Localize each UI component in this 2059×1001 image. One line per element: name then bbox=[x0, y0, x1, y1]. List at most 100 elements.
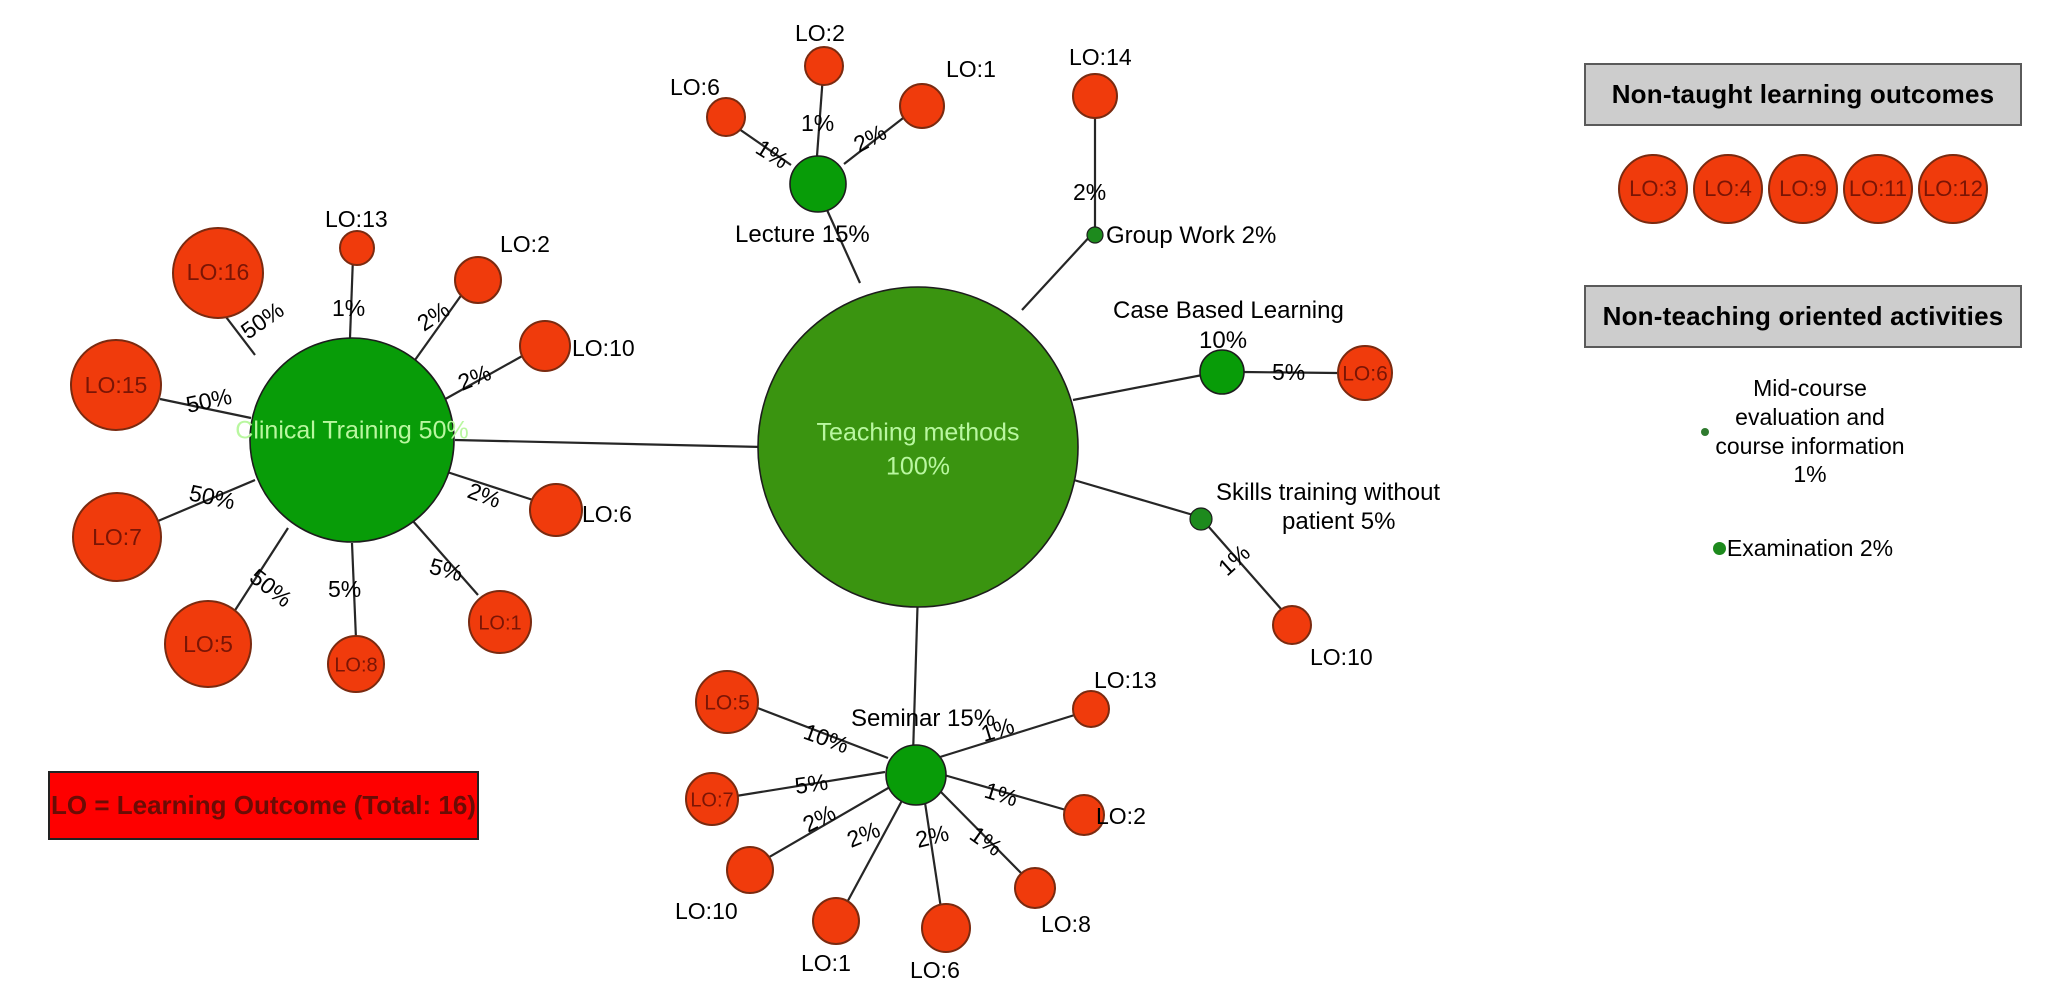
leaf-node[interactable]: LO:7 5% bbox=[685, 769, 830, 826]
lo-circle[interactable] bbox=[454, 256, 502, 304]
lo-circle-label: LO:5 bbox=[183, 631, 233, 657]
edge-seminar-lo13 bbox=[939, 711, 1082, 759]
lo-circle[interactable] bbox=[1063, 794, 1105, 836]
leaf-node[interactable]: LO:7 50% bbox=[72, 479, 237, 582]
lo-circle[interactable] bbox=[172, 227, 264, 319]
lo-circle[interactable] bbox=[685, 772, 739, 826]
lo-outer-label: LO:8 bbox=[1041, 911, 1091, 937]
leaf-node[interactable]: LO:1 2% bbox=[801, 816, 884, 976]
node-lecture[interactable]: Lecture 15% bbox=[735, 155, 870, 248]
leaf-node[interactable]: LO:6 5% bbox=[1272, 345, 1393, 401]
leaf-node[interactable]: LO:14 2% bbox=[1069, 44, 1132, 205]
lo-outer-label: LO:10 bbox=[675, 898, 738, 924]
lo-outer-label: LO:2 bbox=[1096, 803, 1146, 829]
non-teaching-item-examination[interactable]: Examination 2% bbox=[1584, 535, 2022, 562]
leaf-node[interactable]: LO:13 1% bbox=[978, 667, 1157, 747]
lecture-circle[interactable] bbox=[789, 155, 847, 213]
lo-outer-label: LO:10 bbox=[1310, 644, 1373, 670]
skills-circle[interactable] bbox=[1189, 507, 1213, 531]
edge-percent-label: 1% bbox=[982, 777, 1021, 812]
node-group-work[interactable]: Group Work 2% bbox=[1086, 222, 1276, 249]
lo-circle[interactable] bbox=[706, 97, 746, 137]
node-skills-training[interactable]: Skills training without patient 5% bbox=[1189, 479, 1440, 535]
lo-outer-label: LO:10 bbox=[572, 335, 635, 361]
leaf-node[interactable]: LO:10 1% bbox=[1213, 539, 1373, 670]
lo-circle[interactable] bbox=[1014, 867, 1056, 909]
edge-seminar-lo10 bbox=[758, 786, 891, 864]
lo-circle[interactable] bbox=[1072, 690, 1110, 728]
lo-circle[interactable] bbox=[899, 83, 945, 129]
node-clinical-training[interactable]: Clinical Training 50% bbox=[235, 337, 469, 543]
lo-circle[interactable] bbox=[921, 903, 971, 953]
leaf-node[interactable]: LO:1 5% bbox=[427, 553, 532, 654]
cbl-circle[interactable] bbox=[1199, 349, 1245, 395]
leaf-node[interactable]: LO:2 1% bbox=[982, 777, 1146, 836]
edge-root-cbl bbox=[1072, 370, 1219, 402]
non-taught-chip[interactable]: LO:9 bbox=[1768, 154, 1838, 224]
lo-circle[interactable] bbox=[519, 320, 571, 372]
non-teaching-panel: Non-teaching oriented activities Mid-cou… bbox=[1584, 285, 2022, 562]
lo-circle[interactable] bbox=[70, 339, 162, 431]
lo-circle[interactable] bbox=[695, 670, 759, 734]
lo-circle[interactable] bbox=[812, 897, 860, 945]
edge-percent-label: 2% bbox=[412, 296, 454, 336]
non-taught-chip[interactable]: LO:12 bbox=[1918, 154, 1988, 224]
node-case-based-learning[interactable]: Case Based Learning 10% bbox=[1113, 297, 1344, 395]
non-taught-chip[interactable]: LO:3 bbox=[1618, 154, 1688, 224]
lo-circle[interactable] bbox=[726, 846, 774, 894]
edge-root-seminar bbox=[911, 589, 920, 756]
non-taught-chip[interactable]: LO:4 bbox=[1693, 154, 1763, 224]
edge-percent-label: 5% bbox=[793, 769, 830, 799]
root-circle[interactable] bbox=[757, 286, 1079, 608]
edge-percent-label: 2% bbox=[798, 799, 839, 837]
lo-circle[interactable] bbox=[468, 590, 532, 654]
lo-circle[interactable] bbox=[164, 600, 252, 688]
edge-percent-label: 1% bbox=[801, 110, 834, 136]
leaf-node[interactable]: LO:6 2% bbox=[910, 820, 971, 983]
lo-circle[interactable] bbox=[529, 483, 583, 537]
edge-seminar-lo8 bbox=[937, 788, 1027, 879]
midcourse-line2: evaluation and bbox=[1735, 403, 1885, 430]
clinical-circle[interactable] bbox=[249, 337, 455, 543]
lo-circle[interactable] bbox=[1337, 345, 1393, 401]
leaf-node[interactable]: LO:5 50% bbox=[164, 563, 297, 688]
leaf-node[interactable]: LO:6 2% bbox=[464, 477, 632, 537]
leaf-node[interactable]: LO:2 1% bbox=[795, 20, 845, 136]
edge-percent-label: 5% bbox=[427, 553, 466, 587]
lo-circle[interactable] bbox=[327, 635, 385, 693]
edge-seminar-lo2 bbox=[943, 773, 1074, 814]
leaf-node[interactable]: LO:2 2% bbox=[412, 231, 550, 336]
leaf-node[interactable]: LO:8 1% bbox=[965, 821, 1091, 937]
seminar-circle[interactable] bbox=[885, 744, 947, 806]
leaf-node[interactable]: LO:10 2% bbox=[454, 320, 635, 396]
lo-circle[interactable] bbox=[804, 46, 844, 86]
edge-root-groupwork bbox=[1021, 232, 1094, 311]
lo-circle-label: LO:15 bbox=[85, 372, 148, 398]
non-taught-chip[interactable]: LO:11 bbox=[1843, 154, 1913, 224]
edge-percent-label: 1% bbox=[965, 821, 1007, 861]
edge-seminar-lo1 bbox=[843, 794, 906, 909]
lo-circle[interactable] bbox=[72, 492, 162, 582]
node-seminar[interactable]: Seminar 15% bbox=[851, 705, 995, 806]
edge-seminar-lo7 bbox=[735, 770, 886, 798]
non-teaching-item-midcourse[interactable]: Mid-course evaluation and course informa… bbox=[1584, 374, 2022, 489]
leaf-node[interactable]: LO:6 1% bbox=[670, 74, 793, 174]
lecture-label: Lecture 15% bbox=[735, 221, 870, 248]
leaf-node[interactable]: LO:15 50% bbox=[70, 339, 234, 431]
edge-lecture-lo2 bbox=[815, 74, 825, 157]
node-teaching-methods[interactable]: Teaching methods 100% bbox=[757, 286, 1079, 608]
lo-circle[interactable] bbox=[1272, 605, 1312, 645]
leaf-node[interactable]: LO:5 10% bbox=[695, 670, 852, 758]
clinical-edges bbox=[157, 256, 534, 640]
legend-box: LO = Learning Outcome (Total: 16) bbox=[48, 771, 479, 840]
leaf-node[interactable]: LO:1 2% bbox=[849, 56, 996, 157]
leaf-node[interactable]: LO:8 5% bbox=[327, 576, 385, 693]
lo-outer-label: LO:2 bbox=[500, 231, 550, 257]
leaf-node[interactable]: LO:16 50% bbox=[172, 227, 289, 344]
non-taught-chip-row: LO:3 LO:4 LO:9 LO:11 LO:12 bbox=[1584, 154, 2022, 224]
lo-circle[interactable] bbox=[339, 230, 375, 266]
leaf-node[interactable]: LO:13 1% bbox=[325, 206, 388, 321]
groupwork-circle[interactable] bbox=[1086, 226, 1104, 244]
lo-circle[interactable] bbox=[1072, 73, 1118, 119]
